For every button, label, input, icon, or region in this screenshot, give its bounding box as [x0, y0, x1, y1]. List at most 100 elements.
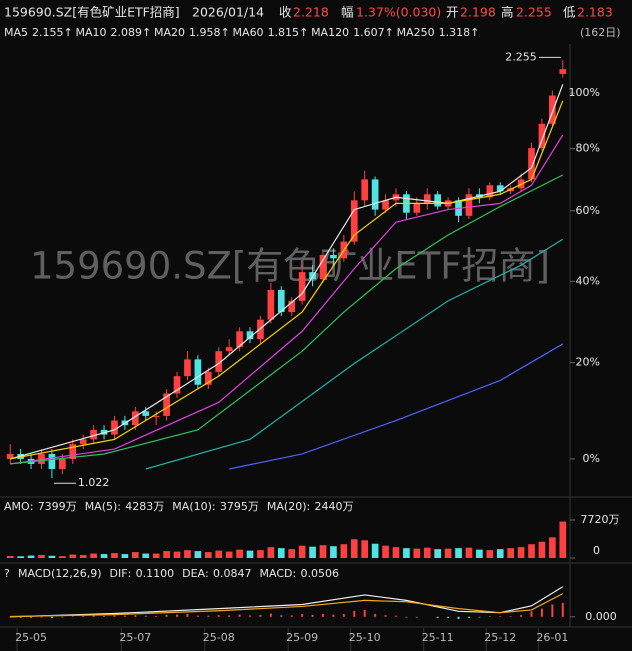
candle-body	[382, 200, 389, 210]
legend-name: MA250	[397, 26, 435, 39]
volume-bar	[90, 553, 97, 558]
volume-bar	[17, 556, 24, 558]
volume-bar	[413, 548, 421, 558]
x-tick-label: 25-07	[119, 631, 151, 644]
candle-body	[288, 300, 296, 313]
legend-value: 1.815	[268, 26, 300, 39]
volume-legend-name: MA(10)	[172, 500, 212, 513]
x-tick-label: 25-08	[203, 631, 235, 644]
volume-bar	[288, 549, 296, 558]
candle-body	[194, 359, 202, 385]
volume-bar	[121, 554, 129, 558]
ma-line	[10, 84, 564, 460]
candle-body	[413, 203, 421, 213]
volume-bar	[27, 555, 35, 558]
legend-arrow: ↑	[64, 26, 73, 39]
candle-body	[538, 123, 546, 149]
volume-bar	[298, 545, 306, 558]
candle-body	[215, 351, 223, 372]
open-value: 2.198	[460, 5, 496, 20]
candle-body	[173, 376, 181, 394]
legend-arrow: ↑	[142, 26, 151, 39]
volume-bar	[486, 550, 494, 558]
candle-body	[163, 393, 170, 416]
legend-name: MA60	[233, 26, 264, 39]
volume-bar	[517, 547, 525, 558]
macd-line	[10, 593, 564, 618]
legend-sep: :	[205, 567, 209, 580]
volume-bar	[142, 553, 150, 558]
x-tick-label: 25-11	[422, 631, 454, 644]
volume-bar	[350, 539, 358, 558]
period-label: (162日)	[580, 26, 621, 39]
legend-sep: :	[293, 567, 297, 580]
x-tick-label: 25-12	[484, 631, 516, 644]
volume-bar	[496, 549, 504, 558]
legend-sep: :	[30, 500, 34, 513]
candle-body	[246, 331, 254, 340]
volume-bar	[38, 555, 45, 558]
macd-legend-name: MACD	[260, 567, 293, 580]
legend-sep: :	[307, 500, 311, 513]
candle-body	[486, 185, 494, 198]
quote-label: 低	[563, 5, 576, 20]
frame	[0, 44, 632, 628]
panel-marker: ?	[4, 567, 10, 580]
candle-body	[225, 347, 233, 352]
volume-bar	[528, 544, 535, 558]
volume-bar	[538, 541, 546, 558]
high-value: 2.255	[516, 5, 552, 20]
macd-legend-value: 0.1100	[136, 567, 175, 580]
candle-body	[111, 420, 118, 435]
candle-body	[465, 194, 473, 216]
legend-arrow: ↑	[221, 26, 230, 39]
volume-legend-name: MA(20)	[267, 500, 307, 513]
quote-label: 开	[446, 5, 459, 20]
volume-bar	[79, 555, 87, 558]
quote-label: 幅	[341, 5, 354, 20]
legend-value: 2.089	[111, 26, 143, 39]
volume-bar	[48, 555, 56, 558]
candle-body	[184, 359, 191, 377]
volume-bar	[131, 552, 139, 558]
candle-body	[361, 179, 369, 201]
volume-bar	[465, 547, 473, 558]
macd-line	[10, 586, 564, 618]
volume-bar	[423, 547, 431, 558]
candle-body	[48, 453, 56, 469]
quote-label: 高	[501, 5, 514, 20]
candle-body	[90, 429, 97, 440]
volume-bar	[444, 548, 452, 558]
y-tick-label: 40%	[576, 274, 600, 287]
ma-line	[145, 238, 564, 470]
volume-bar	[434, 549, 442, 558]
legend-value: 2.155	[32, 26, 64, 39]
volume-bar	[319, 545, 327, 558]
candle-body	[496, 185, 504, 192]
volume-bar	[507, 548, 514, 558]
watermark: 159690.SZ[有色矿业ETF招商]	[30, 245, 550, 288]
macd-legend-name: DEA	[182, 567, 205, 580]
ma-line	[10, 100, 564, 460]
legend-sep: :	[212, 500, 216, 513]
candle-body	[434, 194, 442, 207]
volume-bar	[194, 551, 202, 558]
volume-bar	[403, 548, 410, 558]
legend-value: 1.318	[439, 26, 471, 39]
volume-bar	[184, 550, 191, 558]
legend-arrow: ↑	[470, 26, 479, 39]
volume-bar	[163, 551, 170, 558]
y-tick-label: 80%	[576, 142, 600, 155]
volume-bar	[204, 552, 212, 558]
candle-body	[236, 331, 243, 348]
volume-bar	[215, 550, 223, 558]
volume-bar	[361, 540, 369, 558]
candle-body	[298, 272, 306, 301]
volume-legend-name: AMO	[4, 500, 30, 513]
low-value: 2.183	[577, 5, 613, 20]
ma-line	[10, 134, 564, 465]
legend-value: 1.607	[353, 26, 385, 39]
volume-legend-name: MA(5)	[85, 500, 118, 513]
volume-bar	[225, 551, 233, 558]
